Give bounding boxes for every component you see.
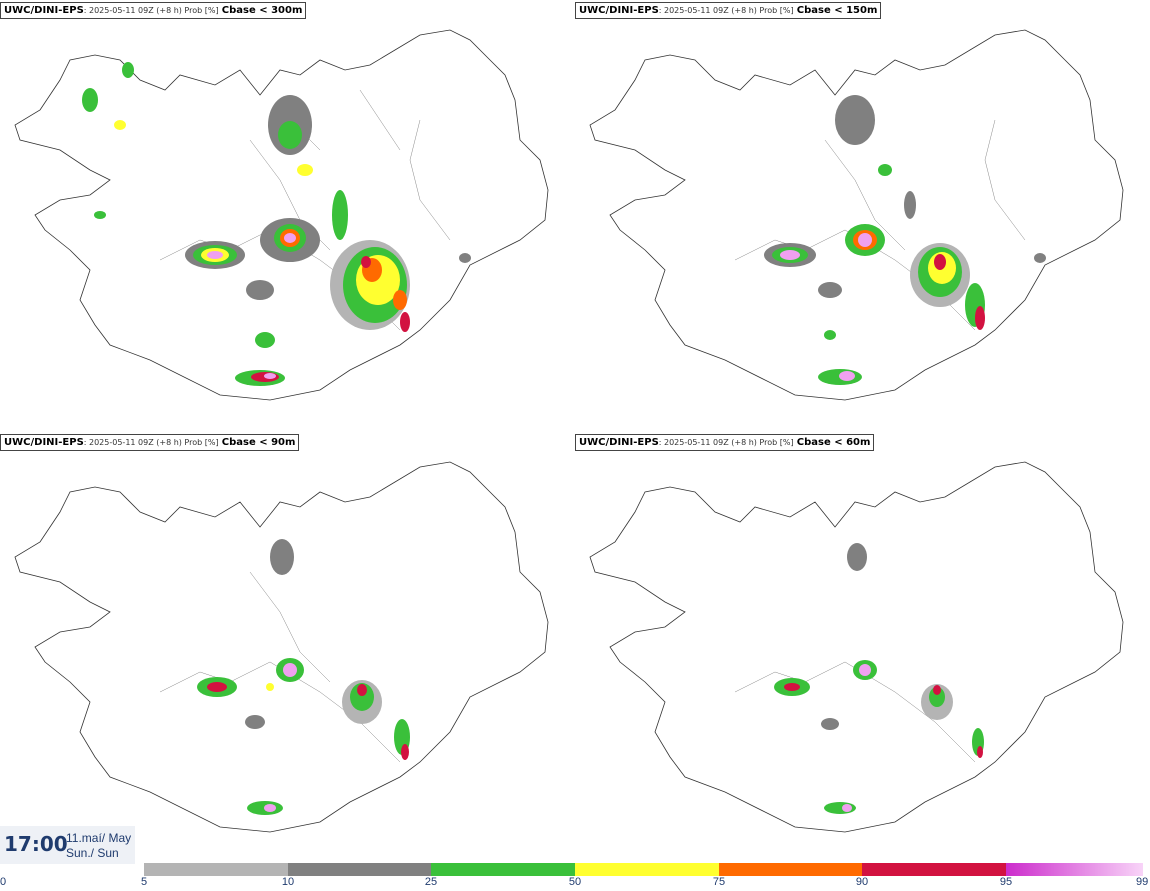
legend-tick-label: 5 [140, 876, 148, 888]
coastline [14, 29, 549, 401]
legend-bin [575, 863, 719, 876]
iceland-map [14, 29, 549, 401]
date-line-1: 11.maí/ May [66, 831, 132, 845]
legend-bin [431, 863, 575, 876]
iceland-map [589, 29, 1124, 401]
map-panel-cbase-150: UWC/DINI-EPS: 2025-05-11 09Z (+8 h) Prob… [575, 0, 1150, 430]
legend-tick-label: 0 [0, 876, 7, 888]
coastline [14, 461, 549, 833]
legend-bin [719, 863, 862, 876]
legend-tick-label: 99 [1136, 876, 1149, 888]
legend-bin [144, 863, 288, 876]
panel-title: UWC/DINI-EPS: 2025-05-11 09Z (+8 h) Prob… [0, 2, 307, 19]
panel-title: UWC/DINI-EPS: 2025-05-11 09Z (+8 h) Prob… [0, 434, 300, 451]
map-panel-cbase-90: UWC/DINI-EPS: 2025-05-11 09Z (+8 h) Prob… [0, 432, 575, 862]
map-panel-cbase-300: UWC/DINI-EPS: 2025-05-11 09Z (+8 h) Prob… [0, 0, 575, 430]
legend-bin [862, 863, 1006, 876]
panel-title: UWC/DINI-EPS: 2025-05-11 09Z (+8 h) Prob… [575, 434, 875, 451]
coastline [589, 29, 1124, 401]
iceland-map [589, 461, 1124, 833]
legend-tick-label: 10 [281, 876, 295, 888]
map-panel-cbase-60: UWC/DINI-EPS: 2025-05-11 09Z (+8 h) Prob… [575, 432, 1150, 862]
legend-tick-label: 25 [424, 876, 438, 888]
valid-date: 11.maí/ May Sun./ Sun [66, 831, 131, 861]
valid-time: 17:00 [4, 832, 68, 856]
panel-title: UWC/DINI-EPS: 2025-05-11 09Z (+8 h) Prob… [575, 2, 882, 19]
legend-tick-label: 75 [712, 876, 726, 888]
coastline [589, 461, 1124, 833]
valid-time-box: 17:00 11.maí/ May Sun./ Sun [0, 826, 135, 864]
legend-tick-label: 95 [999, 876, 1013, 888]
legend-bin [288, 863, 431, 876]
legend-tick-label: 90 [855, 876, 869, 888]
date-line-2: Sun./ Sun [66, 846, 119, 860]
iceland-map [14, 461, 549, 833]
legend-tick-label: 50 [568, 876, 582, 888]
legend-bin [1006, 863, 1143, 876]
